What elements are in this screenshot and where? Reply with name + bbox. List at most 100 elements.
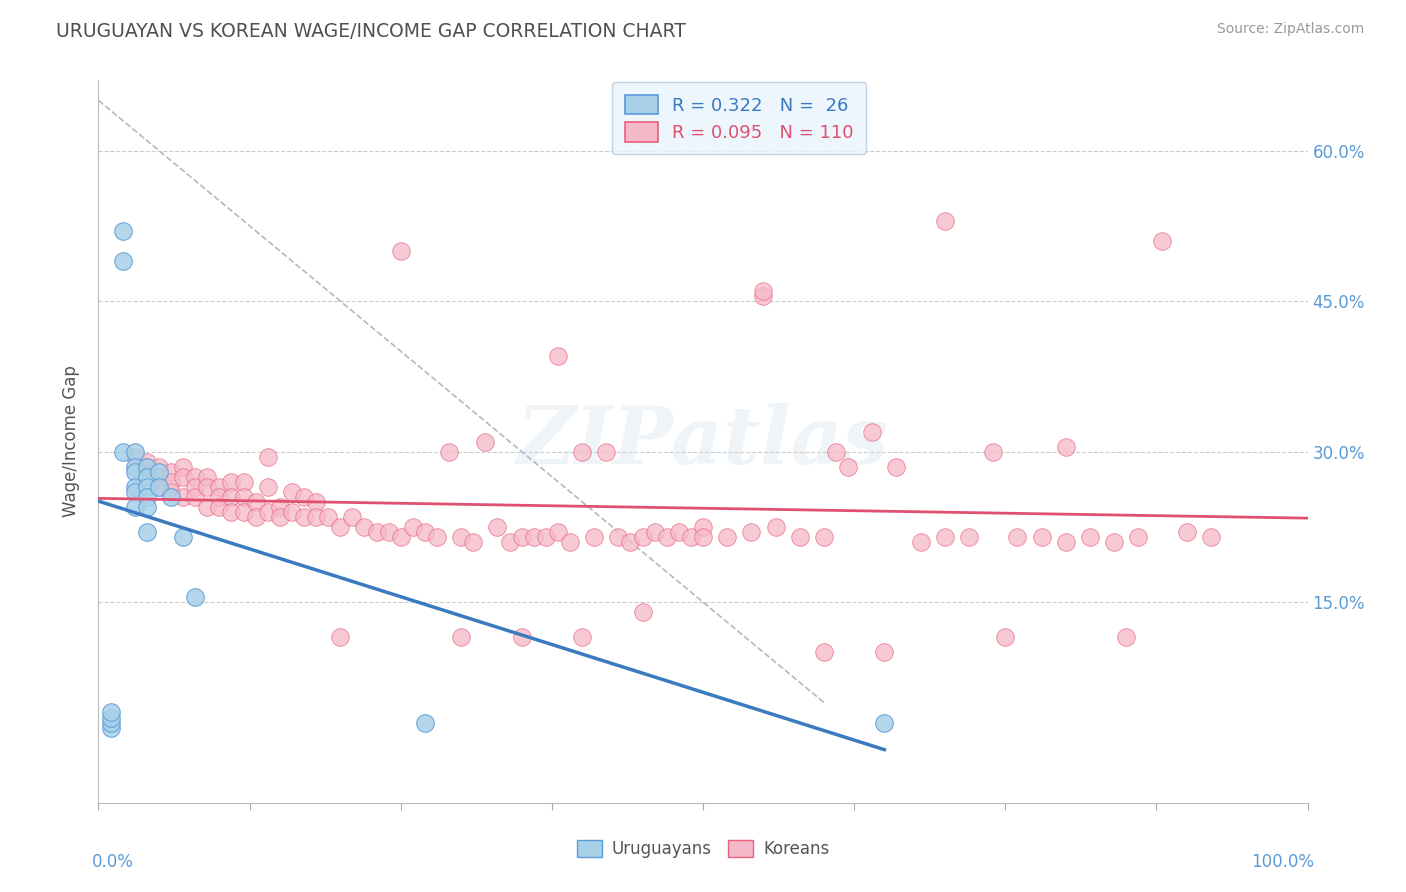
- Point: [160, 490, 183, 504]
- Point: [111, 444, 134, 458]
- Point: [342, 509, 364, 524]
- Point: [184, 490, 207, 504]
- Point: [595, 444, 617, 458]
- Point: [463, 535, 485, 549]
- Point: [957, 530, 980, 544]
- Text: URUGUAYAN VS KOREAN WAGE/INCOME GAP CORRELATION CHART: URUGUAYAN VS KOREAN WAGE/INCOME GAP CORR…: [56, 22, 686, 41]
- Point: [195, 469, 218, 483]
- Point: [981, 444, 1004, 458]
- Point: [221, 490, 243, 504]
- Point: [232, 475, 254, 489]
- Point: [135, 459, 157, 474]
- Point: [486, 520, 509, 534]
- Point: [752, 284, 775, 298]
- Point: [547, 524, 569, 539]
- Point: [148, 465, 170, 479]
- Point: [413, 524, 436, 539]
- Point: [195, 500, 218, 514]
- Point: [305, 509, 328, 524]
- Text: ZIPatlas: ZIPatlas: [517, 403, 889, 480]
- Point: [195, 480, 218, 494]
- Text: 100.0%: 100.0%: [1250, 854, 1313, 871]
- Point: [1054, 440, 1077, 454]
- Point: [450, 630, 472, 644]
- Point: [389, 530, 412, 544]
- Point: [644, 524, 666, 539]
- Point: [353, 520, 375, 534]
- Point: [692, 530, 714, 544]
- Point: [571, 630, 593, 644]
- Point: [934, 530, 956, 544]
- Point: [148, 480, 170, 494]
- Point: [184, 469, 207, 483]
- Point: [100, 721, 122, 735]
- Point: [111, 224, 134, 238]
- Point: [886, 459, 908, 474]
- Point: [256, 505, 278, 519]
- Point: [135, 480, 157, 494]
- Point: [124, 465, 146, 479]
- Legend: Uruguayans, Koreans: Uruguayans, Koreans: [568, 832, 838, 867]
- Point: [402, 520, 425, 534]
- Point: [269, 500, 291, 514]
- Point: [1175, 524, 1198, 539]
- Point: [172, 459, 194, 474]
- Point: [111, 254, 134, 268]
- Point: [1031, 530, 1053, 544]
- Point: [292, 509, 315, 524]
- Point: [752, 289, 775, 303]
- Point: [837, 459, 859, 474]
- Point: [329, 630, 352, 644]
- Point: [135, 455, 157, 469]
- Point: [631, 605, 654, 619]
- Point: [124, 444, 146, 458]
- Point: [534, 530, 557, 544]
- Point: [1102, 535, 1125, 549]
- Point: [124, 480, 146, 494]
- Point: [1199, 530, 1222, 544]
- Point: [305, 494, 328, 508]
- Point: [292, 490, 315, 504]
- Point: [934, 213, 956, 227]
- Point: [135, 500, 157, 514]
- Point: [716, 530, 738, 544]
- Point: [256, 480, 278, 494]
- Point: [1007, 530, 1029, 544]
- Point: [366, 524, 388, 539]
- Point: [124, 484, 146, 499]
- Point: [994, 630, 1017, 644]
- Point: [510, 630, 533, 644]
- Point: [100, 715, 122, 730]
- Point: [910, 535, 932, 549]
- Point: [377, 524, 399, 539]
- Point: [221, 505, 243, 519]
- Point: [765, 520, 787, 534]
- Point: [450, 530, 472, 544]
- Point: [221, 475, 243, 489]
- Point: [655, 530, 678, 544]
- Point: [124, 450, 146, 464]
- Point: [437, 444, 460, 458]
- Point: [413, 715, 436, 730]
- Point: [813, 645, 835, 659]
- Point: [172, 469, 194, 483]
- Point: [208, 490, 231, 504]
- Point: [740, 524, 762, 539]
- Text: Source: ZipAtlas.com: Source: ZipAtlas.com: [1216, 22, 1364, 37]
- Point: [184, 590, 207, 604]
- Point: [547, 349, 569, 363]
- Point: [316, 509, 339, 524]
- Point: [679, 530, 702, 544]
- Point: [232, 490, 254, 504]
- Point: [135, 469, 157, 483]
- Point: [124, 500, 146, 514]
- Point: [523, 530, 546, 544]
- Point: [789, 530, 811, 544]
- Point: [208, 500, 231, 514]
- Point: [135, 490, 157, 504]
- Point: [873, 715, 896, 730]
- Point: [245, 509, 267, 524]
- Point: [148, 469, 170, 483]
- Text: 0.0%: 0.0%: [93, 854, 134, 871]
- Point: [571, 444, 593, 458]
